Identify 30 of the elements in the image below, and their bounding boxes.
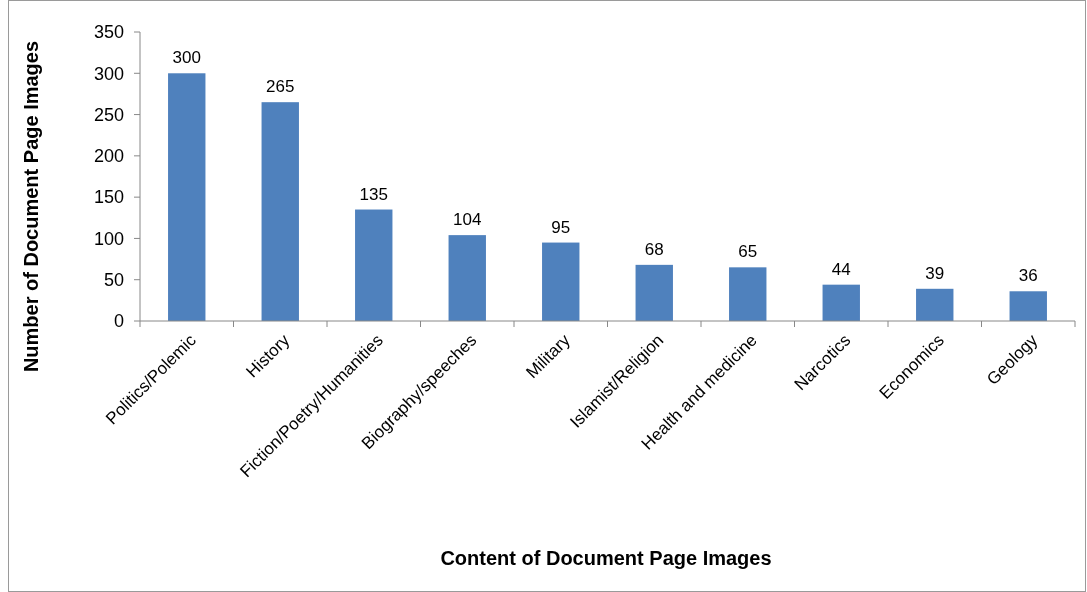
bar bbox=[448, 235, 486, 321]
y-tick-label: 50 bbox=[103, 270, 124, 291]
data-label: 95 bbox=[551, 217, 571, 237]
data-label: 135 bbox=[359, 184, 388, 204]
x-axis-title: Content of Document Page Images bbox=[440, 547, 772, 569]
bar bbox=[261, 102, 299, 321]
data-label: 300 bbox=[172, 48, 201, 68]
y-tick-label: 100 bbox=[93, 228, 124, 249]
data-label: 65 bbox=[738, 242, 758, 262]
y-tick-label: 0 bbox=[113, 311, 124, 332]
data-label: 36 bbox=[1018, 266, 1038, 286]
bar bbox=[1009, 291, 1047, 321]
bar bbox=[822, 284, 860, 321]
y-tick-label: 150 bbox=[93, 187, 124, 208]
y-axis-title: Number of Document Page Images bbox=[20, 40, 42, 373]
bar bbox=[542, 242, 580, 321]
data-label: 44 bbox=[831, 259, 851, 279]
data-label: 68 bbox=[644, 239, 664, 259]
bar bbox=[729, 267, 767, 321]
data-label: 39 bbox=[925, 263, 945, 283]
y-tick-label: 250 bbox=[93, 104, 124, 125]
data-label: 104 bbox=[453, 210, 482, 230]
data-label: 265 bbox=[266, 77, 295, 97]
bar bbox=[916, 288, 954, 321]
bar bbox=[635, 264, 673, 321]
bar bbox=[355, 209, 393, 321]
y-tick-label: 300 bbox=[93, 63, 124, 84]
bar bbox=[168, 73, 206, 321]
y-tick-label: 350 bbox=[93, 22, 124, 43]
y-tick-label: 200 bbox=[93, 146, 124, 167]
